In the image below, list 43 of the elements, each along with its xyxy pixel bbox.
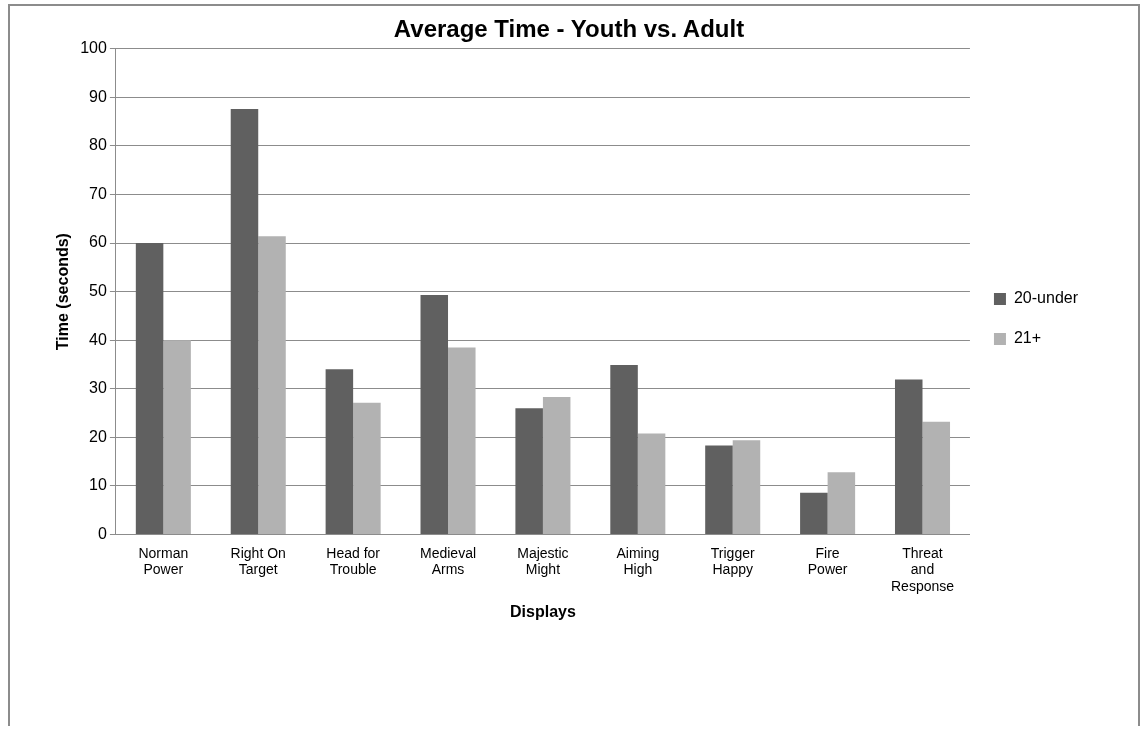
y-tick-label: 80 — [89, 136, 107, 154]
y-tick-label: 60 — [89, 233, 107, 251]
bar — [827, 472, 856, 534]
legend-label: 20-under — [1013, 289, 1079, 307]
bar — [610, 364, 638, 534]
bar — [325, 369, 354, 534]
bar — [515, 408, 543, 534]
chart-title: Average Time - Youth vs. Adult — [393, 15, 745, 43]
x-tick-label: Aiming High — [616, 544, 660, 578]
x-tick-label: Head for Trouble — [326, 544, 381, 578]
bar — [353, 402, 381, 534]
bar — [894, 379, 923, 534]
legend-label: 21+ — [1013, 329, 1042, 347]
bar — [135, 243, 164, 534]
bar — [448, 347, 476, 534]
bar — [420, 295, 449, 534]
bar — [922, 421, 951, 534]
x-tick-label: Medieval Arms — [420, 544, 477, 578]
y-tick-label: 40 — [89, 330, 107, 348]
y-tick-label: 0 — [97, 524, 107, 542]
bar — [230, 109, 259, 534]
y-tick-label: 100 — [80, 39, 107, 57]
y-tick-label: 70 — [89, 184, 107, 202]
y-tick-label: 50 — [89, 282, 107, 300]
bar — [258, 236, 286, 534]
y-tick-label: 10 — [89, 476, 107, 494]
x-tick-label: Norman Power — [138, 544, 189, 578]
bar — [732, 440, 761, 534]
y-axis-title: Time (seconds) — [54, 233, 72, 351]
x-tick-label: Fire Power — [807, 544, 848, 578]
x-tick-label: Trigger Happy — [710, 544, 755, 578]
x-tick-label: Threat and Response — [890, 544, 955, 595]
y-tick-label: 30 — [89, 379, 107, 397]
bar — [163, 340, 191, 534]
bar — [542, 396, 571, 534]
bar — [800, 492, 828, 534]
x-tick-label: Right On Target — [230, 544, 286, 578]
x-axis-title: Displays — [510, 602, 576, 620]
bar — [637, 433, 666, 534]
x-tick-label: Majestic Might — [517, 544, 569, 578]
y-tick-label: 90 — [89, 87, 107, 105]
y-tick-label: 20 — [89, 427, 107, 445]
bar — [705, 445, 733, 534]
